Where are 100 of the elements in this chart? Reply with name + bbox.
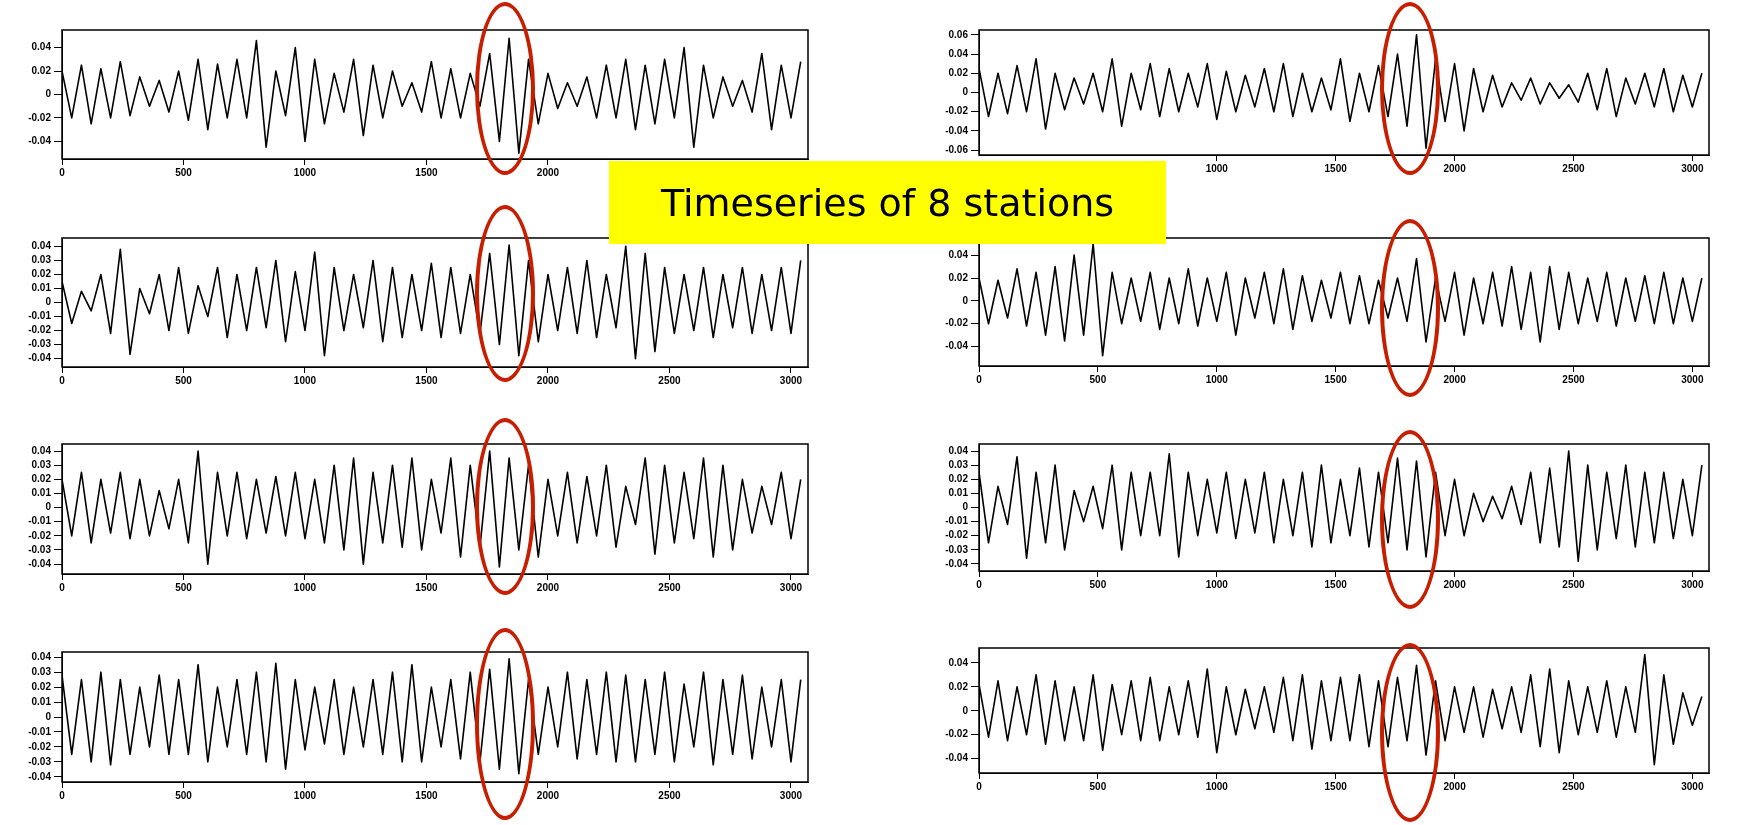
x-tick-label: 1500 [1324,162,1348,174]
x-tick-label: 2000 [1443,162,1467,174]
x-tick-label: 2500 [1562,578,1586,590]
x-tick-label: 500 [1089,373,1107,385]
y-tick-label: 0.03 [31,254,52,266]
y-tick-label: -0.04 [28,557,52,569]
x-tick-label: 1500 [415,374,439,386]
x-tick-label: 1000 [293,374,317,386]
x-tick-label: 1000 [1205,578,1229,590]
y-tick-label: -0.04 [28,770,52,782]
x-tick-label: 2000 [1443,780,1467,792]
y-tick-label: -0.02 [28,529,52,541]
y-tick-label: 0 [45,88,52,100]
x-tick-label: 0 [976,373,983,385]
y-tick-label: -0.02 [28,111,52,123]
x-tick-label: 0 [59,166,66,178]
y-tick-label: -0.04 [945,752,969,764]
y-tick-label: 0.02 [948,680,969,692]
y-tick-label: 0.02 [948,271,969,283]
x-tick-label: 1000 [293,581,317,593]
x-tick-label: 500 [175,789,193,801]
y-tick-label: 0 [962,704,969,716]
y-tick-label: 0.04 [948,47,969,59]
y-tick-label: 0.01 [948,487,969,499]
x-tick-label: 2000 [536,789,560,801]
x-tick-label: 2500 [658,374,682,386]
y-tick-label: 0.03 [948,458,969,470]
y-tick-label: -0.02 [945,105,969,117]
x-tick-label: 2000 [536,374,560,386]
x-tick-label: 500 [175,374,193,386]
x-tick-label: 0 [59,374,66,386]
x-tick-label: 3000 [1681,162,1704,174]
x-tick-label: 1000 [1205,162,1229,174]
y-tick-label: -0.03 [945,543,969,555]
y-tick-label: 0.04 [31,240,52,252]
y-tick-label: -0.02 [945,529,969,541]
x-tick-label: 1000 [1205,373,1229,385]
y-tick-label: 0 [962,86,969,98]
y-tick-label: -0.02 [945,728,969,740]
y-tick-label: 0.06 [948,28,969,40]
y-tick-label: -0.04 [28,352,52,364]
y-tick-label: 0.04 [948,248,969,260]
x-tick-label: 1000 [293,166,317,178]
x-tick-label: 2000 [1443,578,1467,590]
x-tick-label: 0 [976,578,983,590]
text: Timeseries of 8 stations [609,161,1166,244]
y-tick-label: 0 [962,501,969,513]
x-tick-label: 3000 [779,789,803,801]
y-tick-label: 0.04 [31,650,52,662]
y-tick-label: 0.02 [948,473,969,485]
x-tick-label: 1500 [1324,780,1348,792]
y-tick-label: 0.04 [948,656,969,668]
y-tick-label: 0.03 [31,458,52,470]
y-tick-label: -0.03 [28,543,52,555]
y-tick-label: -0.01 [945,515,969,527]
x-tick-label: 1500 [1324,373,1348,385]
x-tick-label: 3000 [1681,780,1704,792]
y-tick-label: 0.01 [31,282,52,294]
y-tick-label: 0.02 [31,680,52,692]
x-tick-label: 0 [59,581,66,593]
x-tick-label: 1500 [415,166,439,178]
x-tick-label: 3000 [779,374,803,386]
y-tick-label: 0.02 [31,268,52,280]
y-tick-label: -0.01 [28,515,52,527]
y-tick-label: -0.04 [28,135,52,147]
x-tick-label: 1500 [1324,578,1348,590]
x-tick-label: 500 [1089,780,1107,792]
x-tick-label: 2500 [658,789,682,801]
y-tick-label: 0 [45,710,52,722]
y-tick-label: 0 [45,501,52,513]
y-tick-label: -0.02 [28,740,52,752]
y-tick-label: 0.04 [31,444,52,456]
x-tick-label: 500 [1089,578,1107,590]
y-tick-label: 0.04 [31,41,52,53]
x-tick-label: 2000 [536,166,560,178]
y-tick-label: 0 [45,296,52,308]
y-tick-label: -0.03 [28,338,52,350]
y-tick-label: -0.03 [28,755,52,767]
x-tick-label: 2500 [1562,780,1586,792]
x-tick-label: 2500 [1562,162,1586,174]
y-tick-label: -0.01 [28,725,52,737]
x-tick-label: 0 [976,780,983,792]
y-tick-label: -0.06 [945,143,969,155]
x-tick-label: 3000 [1681,578,1704,590]
x-tick-label: 500 [175,581,193,593]
x-tick-label: 2500 [658,581,682,593]
x-tick-label: 500 [175,166,193,178]
x-tick-label: 3000 [779,581,803,593]
x-tick-label: 1500 [415,789,439,801]
y-tick-label: 0.02 [948,67,969,79]
y-tick-label: -0.04 [945,557,969,569]
x-tick-label: 2000 [1443,373,1467,385]
y-tick-label: 0.01 [31,695,52,707]
x-tick-label: 1500 [415,581,439,593]
x-tick-label: 1000 [293,789,317,801]
y-tick-label: -0.01 [28,310,52,322]
x-tick-label: 2000 [536,581,560,593]
x-tick-label: 2500 [1562,373,1586,385]
y-tick-label: -0.04 [945,340,969,352]
y-tick-label: -0.02 [945,317,969,329]
